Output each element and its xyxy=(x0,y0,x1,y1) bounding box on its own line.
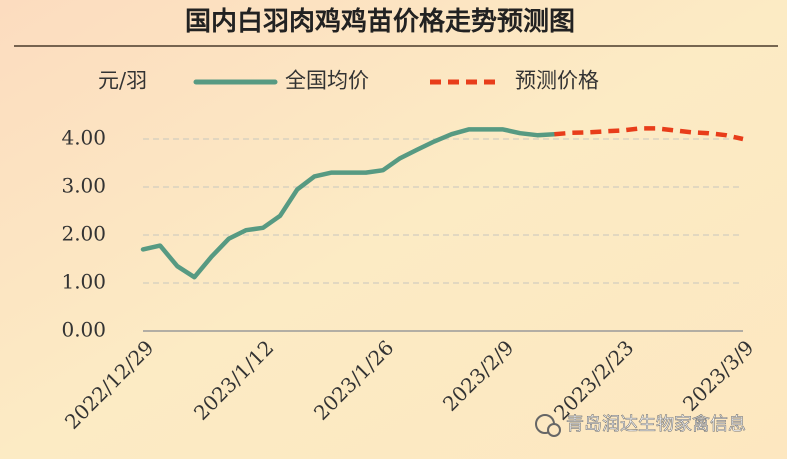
y-tick-label: 2.00 xyxy=(61,222,106,246)
y-tick-label: 1.00 xyxy=(61,270,106,294)
series-line xyxy=(140,127,557,280)
legend-label: 全国均价 xyxy=(285,69,369,93)
legend-label: 预测价格 xyxy=(515,69,599,93)
y-tick-label: 4.00 xyxy=(61,126,106,150)
y-axis-label: 元/羽 xyxy=(98,69,147,93)
watermark-text: 青岛润达生物家禽信息 xyxy=(566,414,746,435)
watermark: 青岛润达生物家禽信息 xyxy=(535,414,746,437)
y-tick-label: 3.00 xyxy=(61,174,106,198)
y-tick-label: 0.00 xyxy=(61,318,106,342)
watermark-icon xyxy=(547,423,561,437)
legend: 全国均价 预测价格 xyxy=(193,69,599,93)
chart-title: 国内白羽肉鸡鸡苗价格走势预测图 xyxy=(185,6,575,37)
series-line xyxy=(554,126,744,142)
